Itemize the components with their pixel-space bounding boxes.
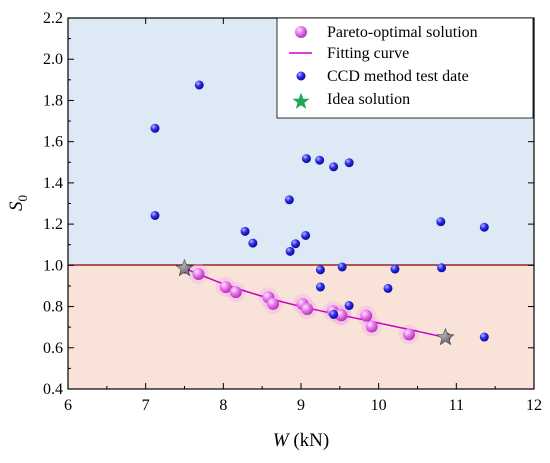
ccd-point — [344, 301, 354, 311]
ccd-point — [329, 309, 339, 319]
ccd-point — [315, 282, 325, 292]
x-tick-label: 9 — [297, 397, 305, 414]
legend-marker-pareto — [295, 26, 307, 38]
ccd-point — [240, 226, 250, 236]
y-tick-label: 2.2 — [43, 10, 63, 27]
data-marks — [150, 80, 489, 346]
pareto-point — [335, 309, 348, 322]
y-tick-label: 1.8 — [43, 92, 63, 109]
ccd-point — [291, 239, 301, 249]
y-axis-title: S0 — [6, 195, 30, 211]
pareto-point — [229, 286, 242, 299]
y-tick-label: 0.8 — [43, 299, 63, 316]
ccd-point — [479, 332, 489, 342]
x-axis-title-unit: (kN) — [289, 430, 330, 451]
legend-label-pareto: Pareto-optimal solution — [327, 24, 478, 41]
y-axis-title-main: S — [6, 201, 27, 211]
ccd-point — [479, 222, 489, 232]
x-axis-title-main: W — [273, 430, 291, 451]
legend-box — [276, 17, 534, 119]
legend: Pareto-optimal solution Fitting curve CC… — [276, 17, 534, 119]
ccd-point — [337, 262, 347, 272]
ccd-point — [248, 238, 258, 248]
ideal-solution-star — [175, 258, 194, 277]
lower-region-fill — [68, 265, 534, 389]
ccd-point — [301, 230, 311, 240]
x-tick-label: 7 — [142, 397, 150, 414]
legend-label-fitting: Fitting curve — [327, 45, 409, 62]
ccd-point — [285, 246, 295, 256]
ccd-point — [436, 217, 446, 227]
y-tick-label: 0.4 — [43, 381, 63, 398]
ccd-point — [301, 154, 311, 164]
pareto-point — [219, 280, 232, 293]
pareto-point — [267, 297, 280, 310]
y-tick-label: 1.4 — [43, 175, 63, 192]
ccd-point — [315, 265, 325, 275]
ccd-point — [284, 195, 294, 205]
x-tick-label: 6 — [64, 397, 72, 414]
x-tick-label: 8 — [219, 397, 227, 414]
ccd-point — [150, 210, 160, 220]
ideal-solution-star — [436, 327, 455, 346]
legend-marker-ccd — [296, 71, 306, 81]
legend-marker-ideal — [292, 92, 310, 109]
pareto-point — [301, 303, 314, 316]
x-axis-title: W (kN) — [273, 430, 329, 451]
legend-label-ccd: CCD method test date — [327, 68, 469, 85]
y-axis-title-sub: 0 — [15, 195, 30, 202]
x-tick-label: 11 — [449, 397, 464, 414]
axis-ticks: 6 7 8 9 10 11 12 0.4 0.6 0.8 1.0 1.2 1.4 1.6 1.8 2.0 2.2 — [43, 10, 542, 414]
y-tick-label: 1.2 — [43, 216, 63, 233]
ccd-point — [437, 263, 447, 273]
y-tick-label: 1.0 — [43, 257, 63, 274]
x-tick-label: 12 — [526, 397, 542, 414]
ccd-point — [315, 155, 325, 165]
ccd-point — [329, 162, 339, 172]
ccd-point — [383, 283, 393, 293]
pareto-point — [360, 309, 373, 322]
y-tick-label: 1.6 — [43, 134, 63, 151]
ccd-point — [194, 80, 204, 90]
pareto-point — [402, 328, 415, 341]
y-tick-label: 2.0 — [43, 51, 63, 68]
ccd-point — [150, 123, 160, 133]
x-tick-label: 10 — [371, 397, 387, 414]
pareto-point — [365, 320, 378, 333]
ccd-point — [344, 158, 354, 168]
ccd-point — [390, 264, 400, 274]
legend-label-ideal: Idea solution — [327, 91, 410, 108]
y-tick-label: 0.6 — [43, 340, 63, 357]
pareto-point — [192, 267, 205, 280]
